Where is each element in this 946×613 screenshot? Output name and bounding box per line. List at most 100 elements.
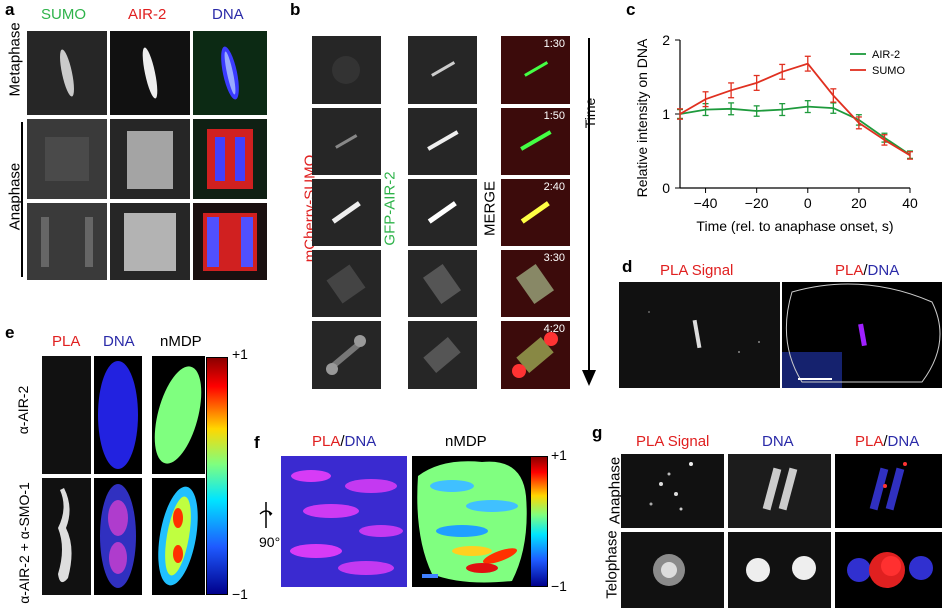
f-pla-dna-label: PLA/DNA <box>312 433 376 450</box>
a-anaphase1-merge-image <box>193 119 267 199</box>
b-air2-t1-image <box>408 36 477 104</box>
f-slash: / <box>340 433 345 450</box>
f-scale-max: +1 <box>551 447 567 463</box>
b-merge-col-label: MERGE <box>481 181 499 237</box>
g-anaphase-merge-image <box>835 454 942 528</box>
g-pla-word: PLA <box>855 433 884 450</box>
panel-a-header-air2: AIR-2 <box>128 6 167 23</box>
panel-d-letter: d <box>622 257 633 276</box>
g-dna-word: DNA <box>887 433 920 450</box>
b-timestamp-4: 3:30 <box>543 252 565 264</box>
c-x-tick-label: 40 <box>902 195 918 211</box>
e-top-pla-image <box>42 356 91 474</box>
g-row-telophase-label: Telophase <box>603 530 621 599</box>
b-air2-t4-image <box>408 250 477 317</box>
g-slash: / <box>883 433 888 450</box>
e-bottom-dna-image <box>94 478 142 595</box>
c-x-axis-label: Time (rel. to anaphase onset, s) <box>696 218 893 234</box>
f-nmdp-label: nMDP <box>445 433 487 450</box>
rotation-axis-icon <box>259 502 273 528</box>
b-sumo-t2-image <box>312 108 381 175</box>
e-row-top-label: α-AIR-2 <box>15 385 31 435</box>
d-pla-dna-label: PLA/DNA <box>835 262 899 279</box>
d-dna-word: DNA <box>867 262 900 279</box>
g-anaphase-dna-image <box>728 454 831 528</box>
c-x-tick-label: 0 <box>804 195 812 211</box>
b-sumo-t4-image <box>312 250 381 317</box>
panel-c-letter: c <box>626 0 636 19</box>
b-merge-t2-image: 1:50 <box>501 108 570 175</box>
b-air2-t2-image <box>408 108 477 175</box>
a-anaphase2-sumo-image <box>27 203 107 280</box>
b-sumo-t3-image <box>312 179 381 246</box>
time-arrow-head-icon <box>582 370 596 386</box>
c-x-tick-label: −40 <box>694 195 718 211</box>
a-anaphase1-sumo-image <box>27 119 107 199</box>
b-timestamp-5: 4:20 <box>543 323 565 335</box>
g-telophase-merge-image <box>835 532 942 608</box>
c-series-line-air-2 <box>679 105 911 156</box>
b-timestamp-2: 1:50 <box>543 110 565 122</box>
b-timestamp-3: 2:40 <box>543 181 565 193</box>
f-rotation-label: 90° <box>259 534 281 550</box>
a-anaphase1-air2-image <box>110 119 190 199</box>
panel-b-letter: b <box>290 0 301 19</box>
g-anaphase-pla-image <box>621 454 724 528</box>
g-telophase-pla-image <box>621 532 724 608</box>
b-merge-t4-image: 3:30 <box>501 250 570 317</box>
a-metaphase-sumo-image <box>27 31 107 115</box>
time-label: Time <box>582 97 598 129</box>
b-air2-t3-image <box>408 179 477 246</box>
a-metaphase-air2-image <box>110 31 190 115</box>
anaphase-bracket-line <box>21 122 23 277</box>
g-header-merge: PLA/DNA <box>855 433 919 450</box>
b-air2-col-label: GFP-AIR-2 <box>381 171 399 246</box>
b-sumo-t1-image <box>312 36 381 104</box>
a-anaphase2-air2-image <box>110 203 190 280</box>
c-legend-label-sumo: SUMO <box>872 65 905 77</box>
g-telophase-dna-image <box>728 532 831 608</box>
d-pla-dna-image <box>782 282 942 388</box>
a-metaphase-dna-merge-image <box>193 31 267 115</box>
e-header-pla: PLA <box>52 333 81 350</box>
time-arrow-shaft <box>588 38 590 378</box>
e-bottom-nmdp-image <box>152 478 205 595</box>
c-x-tick-label: 20 <box>851 195 867 211</box>
g-header-dna: DNA <box>762 433 794 450</box>
e-scale-min: −1 <box>232 586 248 602</box>
a-anaphase2-merge-image <box>193 203 267 280</box>
panel-e-letter: e <box>5 323 15 342</box>
metaphase-label: Metaphase <box>6 22 24 97</box>
c-x-tick-label: −20 <box>745 195 769 211</box>
f-pla-word: PLA <box>312 433 341 450</box>
e-scale-max: +1 <box>232 346 248 362</box>
f-colorbar <box>530 456 548 587</box>
d-pla-signal-label: PLA Signal <box>660 262 734 279</box>
f-nmdp-image <box>412 456 530 587</box>
d-pla-word: PLA <box>835 262 864 279</box>
e-header-dna: DNA <box>103 333 135 350</box>
b-merge-t1-image: 1:30 <box>501 36 570 104</box>
d-slash: / <box>863 262 868 279</box>
b-merge-t3-image: 2:40 <box>501 179 570 246</box>
b-air2-t5-image <box>408 321 477 389</box>
panel-a-header-sumo: SUMO <box>41 6 86 23</box>
panel-c-chart: −40 −20 0 20 40 0 1 2 Time (rel. to anaphase ons… <box>634 32 918 234</box>
b-sumo-t5-image <box>312 321 381 389</box>
panel-a-letter: a <box>5 0 15 19</box>
c-y-tick-label: 0 <box>662 180 670 196</box>
b-merge-t5-image: 4:20 <box>501 321 570 389</box>
d-pla-signal-image <box>619 282 780 388</box>
e-top-nmdp-image <box>152 356 205 474</box>
panel-a-header-dna: DNA <box>212 6 244 23</box>
e-top-dna-image <box>94 356 142 474</box>
f-scale-min: −1 <box>551 578 567 594</box>
c-y-axis-label: Relative intensity on DNA <box>634 38 650 197</box>
panel-f-letter: f <box>254 433 260 452</box>
panel-g-letter: g <box>592 423 603 442</box>
e-header-nmdp: nMDP <box>160 333 202 350</box>
c-y-tick-label: 2 <box>662 32 670 48</box>
e-bottom-pla-image <box>42 478 91 595</box>
c-series-line-sumo <box>679 62 911 157</box>
c-legend-label-air-2: AIR-2 <box>872 49 900 61</box>
